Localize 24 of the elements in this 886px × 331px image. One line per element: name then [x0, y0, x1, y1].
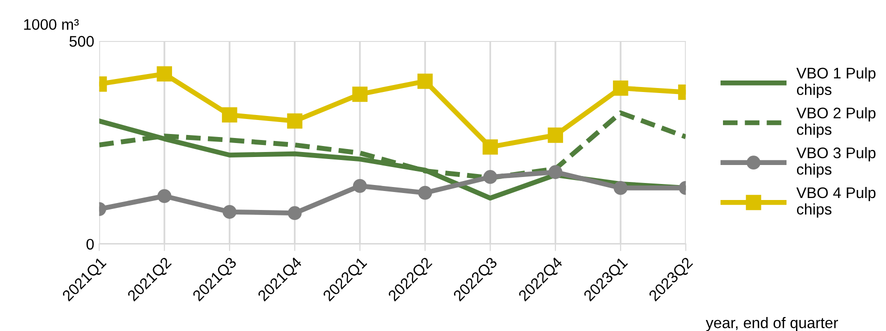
legend-label: VBO 3 Pulp chips: [796, 147, 876, 178]
point: [352, 86, 368, 102]
point: [418, 186, 432, 200]
point: [352, 178, 367, 193]
point: [548, 128, 564, 143]
y-tick-label: 500: [69, 36, 94, 47]
point: [417, 74, 433, 89]
point: [288, 206, 302, 220]
x-axis-title: year, end of quarter: [706, 316, 838, 331]
point: [482, 139, 498, 155]
y-tick-label: 0: [86, 238, 94, 250]
y-axis-title: 1000 m³: [24, 19, 79, 30]
point: [614, 181, 628, 195]
point: [612, 80, 628, 96]
point: [157, 189, 172, 204]
legend-label: VBO 2 Pulp chips: [796, 107, 876, 138]
legend-label: VBO 4 Pulp chips: [796, 186, 876, 218]
point: [287, 113, 302, 129]
point: [156, 66, 172, 82]
point: [483, 170, 498, 184]
point: [222, 204, 237, 219]
point: [222, 107, 238, 123]
point: [548, 165, 562, 180]
legend-label: VBO 1 Pulp chips: [796, 67, 876, 98]
